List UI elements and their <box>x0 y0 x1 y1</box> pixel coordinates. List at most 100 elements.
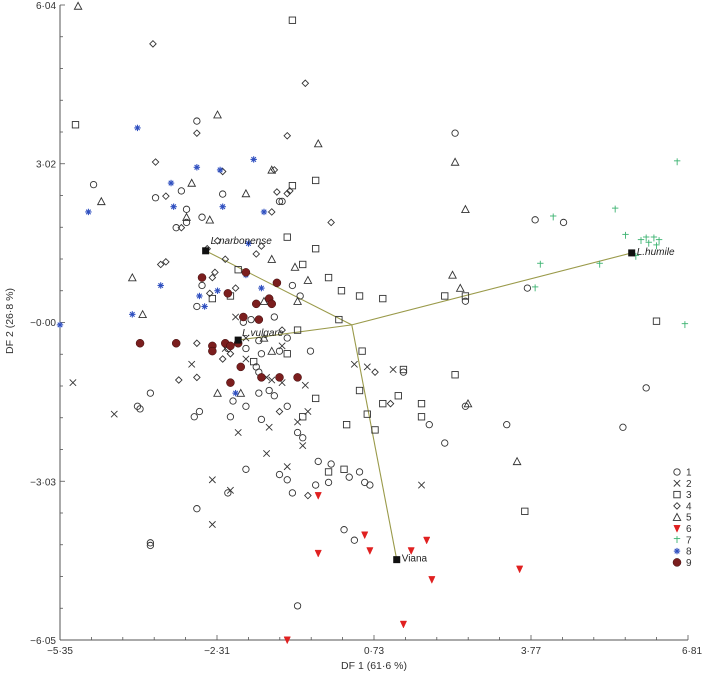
centroid-square-icon <box>393 556 401 564</box>
asterisk-marker <box>157 282 164 289</box>
circle-marker <box>293 428 302 437</box>
triangle-marker <box>293 296 303 305</box>
legend-label: 7 <box>686 535 692 546</box>
circle-marker <box>257 350 266 358</box>
circle-marker <box>324 478 333 487</box>
diamond-marker <box>149 40 157 48</box>
asterisk-marker <box>56 321 64 329</box>
triangle-marker <box>213 388 222 397</box>
y-tick-label: −0·00 <box>30 318 56 329</box>
circle-marker <box>288 489 297 497</box>
filled-circle-marker <box>236 362 246 372</box>
square-marker <box>461 292 470 300</box>
triangle-marker <box>213 110 222 119</box>
asterisk-marker <box>134 124 141 132</box>
diamond-marker <box>273 188 281 196</box>
triangle-marker <box>187 178 197 187</box>
circle-marker <box>461 402 470 410</box>
circle-marker <box>182 205 191 213</box>
plus-marker <box>622 231 629 239</box>
square-marker <box>288 182 297 190</box>
legend-filled-circle-icon <box>672 558 682 567</box>
triangle-down-marker <box>399 620 408 629</box>
circle-marker <box>283 402 291 410</box>
square-marker <box>371 426 379 434</box>
plus-marker <box>673 158 681 166</box>
circle-marker <box>523 284 532 292</box>
triangle-marker <box>241 188 251 198</box>
triangle-marker <box>96 196 106 206</box>
triangle-marker <box>259 333 269 342</box>
square-marker <box>293 326 302 334</box>
triangle-marker <box>182 212 191 221</box>
asterisk-marker <box>245 240 252 247</box>
asterisk-marker <box>196 292 203 300</box>
centroid-label: Viana <box>402 554 428 565</box>
triangle-marker <box>205 215 215 224</box>
triangle-marker <box>463 398 473 408</box>
diamond-marker <box>226 349 235 358</box>
triangle-down-marker <box>428 576 436 584</box>
triangle-marker <box>290 262 300 271</box>
square-marker <box>417 399 426 408</box>
circle-marker <box>366 481 374 489</box>
plus-marker <box>655 237 663 245</box>
centroid-connectors <box>205 250 632 560</box>
circle-marker <box>278 197 286 206</box>
circle-marker <box>559 218 568 227</box>
circle-marker <box>619 423 627 431</box>
circle-marker <box>255 336 263 345</box>
asterisk-marker <box>219 203 226 210</box>
asterisk-marker <box>216 166 224 174</box>
filled-circle-marker <box>197 273 207 282</box>
triangle-marker <box>303 275 313 284</box>
plus-marker <box>642 234 650 242</box>
circle-marker <box>461 297 470 305</box>
square-marker <box>71 121 80 129</box>
centroid-label: L.vulgare <box>242 328 284 339</box>
filled-circle-marker <box>293 373 302 382</box>
legend-label: 9 <box>686 558 692 569</box>
circle-marker <box>193 117 201 125</box>
circle-marker <box>531 216 539 224</box>
x-axis-title: DF 1 (61·6 %) <box>341 660 407 672</box>
legend-label: 8 <box>686 547 692 558</box>
cross-marker <box>350 360 358 368</box>
triangle-down-marker <box>361 531 369 540</box>
circle-marker <box>151 194 160 202</box>
x-tick-label: −5·35 <box>47 646 73 657</box>
triangle-marker <box>460 204 470 213</box>
diamond-marker <box>231 284 240 292</box>
diamond-marker <box>162 192 170 201</box>
centroid-square-icon <box>234 336 242 344</box>
circle-marker <box>89 180 98 189</box>
filled-circle-marker <box>226 378 235 387</box>
triangle-down-marker <box>314 492 322 500</box>
diamond-marker <box>221 255 230 264</box>
x-tick-label: −2·31 <box>204 646 230 657</box>
y-tick-label: 6·04 <box>36 1 56 12</box>
circle-marker <box>198 281 206 290</box>
square-marker <box>324 468 333 476</box>
circle-marker <box>296 292 304 300</box>
square-marker <box>451 371 459 379</box>
plus-marker <box>531 284 539 292</box>
square-marker <box>340 465 348 473</box>
circle-marker <box>133 402 142 410</box>
connector-line <box>205 250 353 326</box>
circle-marker <box>314 457 322 466</box>
square-marker <box>208 294 217 303</box>
cross-marker <box>234 429 242 437</box>
cross-marker <box>299 442 307 450</box>
triangle-marker <box>512 456 522 466</box>
circle-marker <box>190 413 198 421</box>
diamond-marker <box>386 399 395 408</box>
circle-marker <box>219 190 227 198</box>
triangle-marker <box>313 139 323 148</box>
legend-label: 2 <box>686 479 692 490</box>
square-marker <box>311 176 320 185</box>
diamond-marker <box>278 326 286 334</box>
circle-marker <box>340 526 348 534</box>
square-marker <box>394 392 402 400</box>
diamond-marker <box>193 373 201 382</box>
